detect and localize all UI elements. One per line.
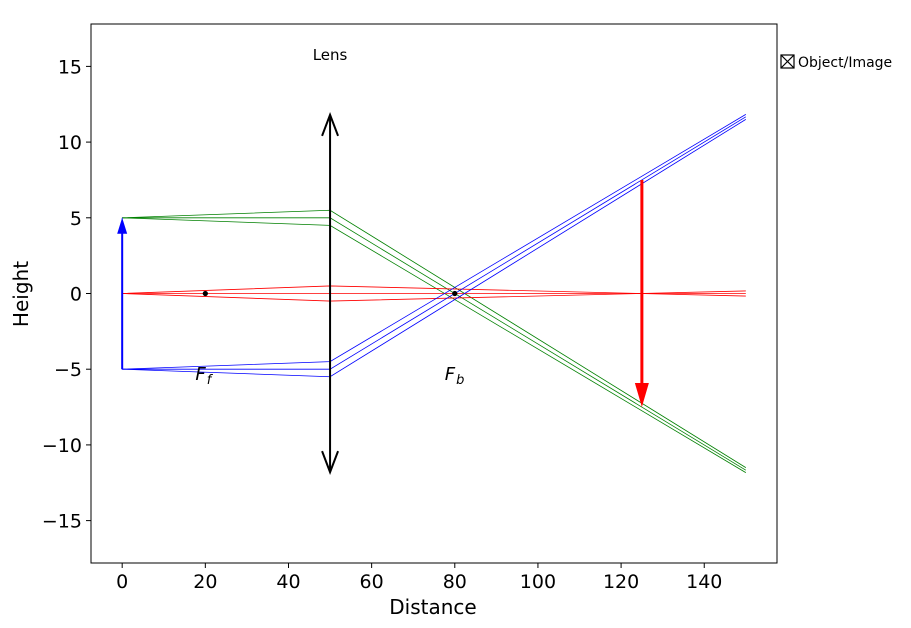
x-tick-label: 80 <box>443 571 467 593</box>
y-tick-label: −15 <box>42 511 82 533</box>
y-tick-label: 15 <box>58 56 82 78</box>
object-arrow-head <box>117 217 128 234</box>
arrows-group <box>117 112 649 475</box>
focal-point-marker <box>452 290 458 297</box>
legend: Object/Image <box>780 54 892 71</box>
focal-point-marker <box>202 290 208 297</box>
x-tick-label: 20 <box>193 571 217 593</box>
lens-bottom-arrowhead <box>321 450 339 475</box>
x-tick-label: 140 <box>686 571 722 593</box>
y-tick-label: −10 <box>42 435 82 457</box>
y-axis-label: Height <box>9 261 33 327</box>
legend-label: Object/Image <box>798 55 892 71</box>
y-tick-label: 5 <box>70 208 82 230</box>
x-tick-label: 100 <box>520 571 556 593</box>
y-tick-label: 10 <box>58 132 82 154</box>
y-tick-label: 0 <box>70 284 82 306</box>
x-tick-label: 120 <box>603 571 639 593</box>
x-tick-label: 60 <box>360 571 384 593</box>
crossed-box-icon <box>780 54 795 69</box>
image-arrow-head <box>634 383 649 408</box>
y-tick-label: −5 <box>54 359 82 381</box>
x-tick-label: 0 <box>116 571 128 593</box>
lens-label: Lens <box>313 46 348 64</box>
focal-points-group <box>202 290 458 297</box>
lens-top-arrowhead <box>321 112 339 137</box>
x-axis-label: Distance <box>389 595 476 619</box>
ticks-group: 0 20 40 60 80 100 120 140 −15 −10 −5 0 5 10 15 <box>42 56 722 593</box>
x-tick-label: 40 <box>276 571 300 593</box>
